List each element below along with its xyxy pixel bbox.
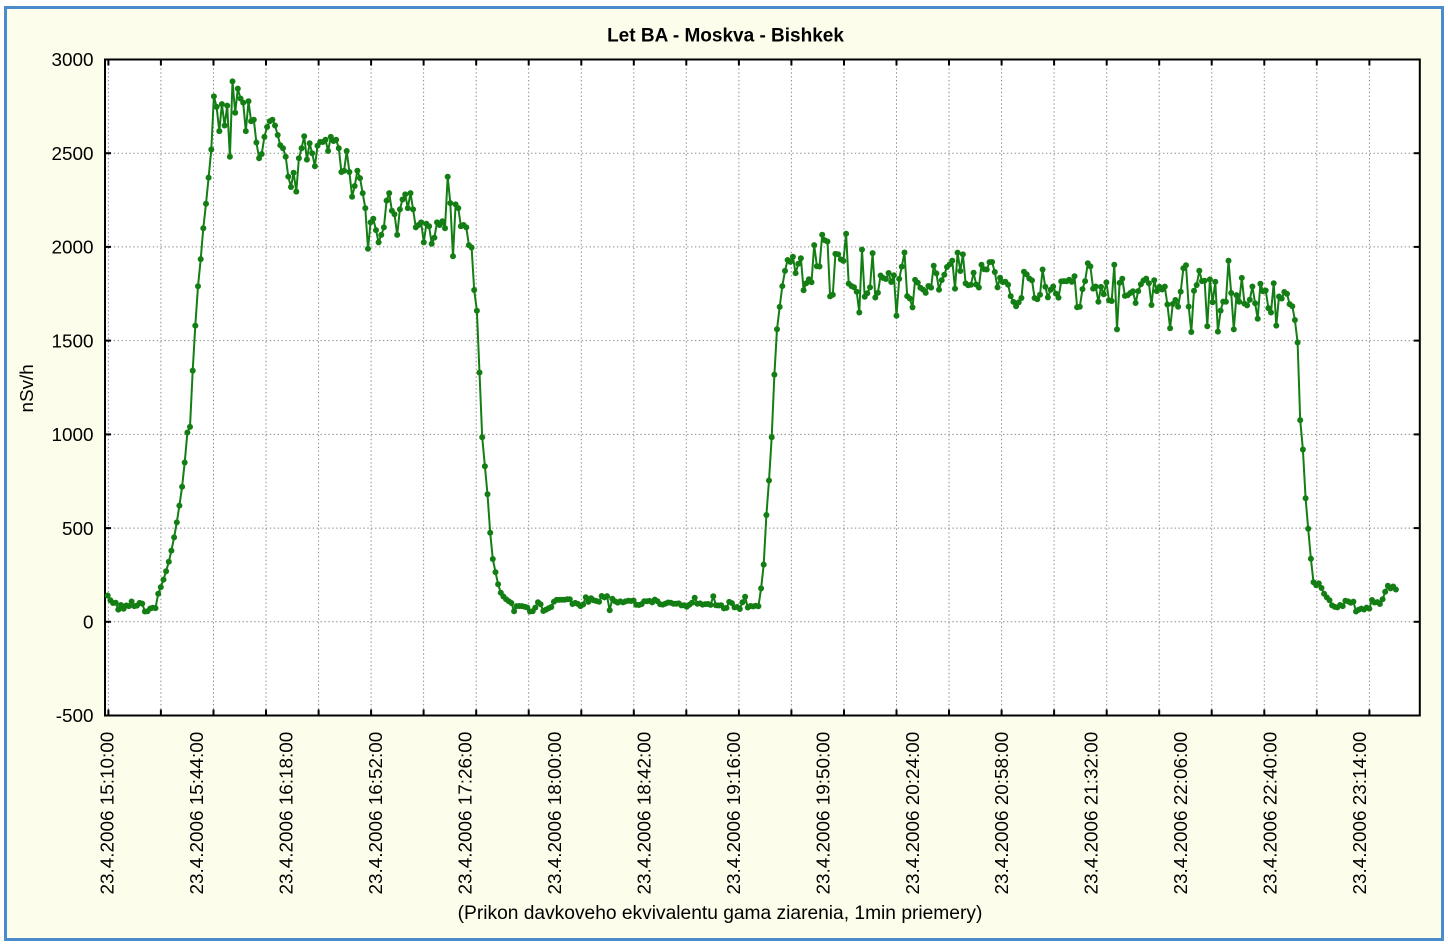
svg-text:23.4.2006 20:58:00: 23.4.2006 20:58:00 <box>992 732 1013 895</box>
svg-text:23.4.2006 16:52:00: 23.4.2006 16:52:00 <box>366 732 387 895</box>
svg-text:-500: -500 <box>56 706 94 727</box>
svg-text:0: 0 <box>83 613 94 634</box>
svg-text:2500: 2500 <box>51 144 93 165</box>
svg-text:23.4.2006 19:16:00: 23.4.2006 19:16:00 <box>724 732 745 895</box>
svg-text:nSv/h: nSv/h <box>17 364 38 412</box>
svg-text:1000: 1000 <box>51 425 93 446</box>
svg-text:23.4.2006 23:14:00: 23.4.2006 23:14:00 <box>1350 732 1371 895</box>
svg-text:23.4.2006 18:42:00: 23.4.2006 18:42:00 <box>634 732 655 895</box>
svg-text:23.4.2006 16:18:00: 23.4.2006 16:18:00 <box>277 732 298 895</box>
svg-text:23.4.2006 22:40:00: 23.4.2006 22:40:00 <box>1261 732 1282 895</box>
svg-text:3000: 3000 <box>51 50 93 71</box>
svg-text:23.4.2006 15:44:00: 23.4.2006 15:44:00 <box>187 732 208 895</box>
svg-text:23.4.2006 18:00:00: 23.4.2006 18:00:00 <box>545 732 566 895</box>
svg-text:500: 500 <box>62 519 94 540</box>
svg-text:23.4.2006 15:10:00: 23.4.2006 15:10:00 <box>98 732 119 895</box>
svg-text:23.4.2006 17:26:00: 23.4.2006 17:26:00 <box>456 732 477 895</box>
svg-text:(Prikon davkoveho ekvivalentu: (Prikon davkoveho ekvivalentu gama ziare… <box>458 903 983 924</box>
svg-text:23.4.2006 22:06:00: 23.4.2006 22:06:00 <box>1171 732 1192 895</box>
svg-text:2000: 2000 <box>51 238 93 259</box>
svg-text:23.4.2006 21:32:00: 23.4.2006 21:32:00 <box>1082 732 1103 895</box>
svg-text:Let BA - Moskva - Bishkek: Let BA - Moskva - Bishkek <box>607 26 844 47</box>
svg-text:23.4.2006 19:50:00: 23.4.2006 19:50:00 <box>813 732 834 895</box>
svg-text:23.4.2006 20:24:00: 23.4.2006 20:24:00 <box>903 732 924 895</box>
svg-text:1500: 1500 <box>51 331 93 352</box>
